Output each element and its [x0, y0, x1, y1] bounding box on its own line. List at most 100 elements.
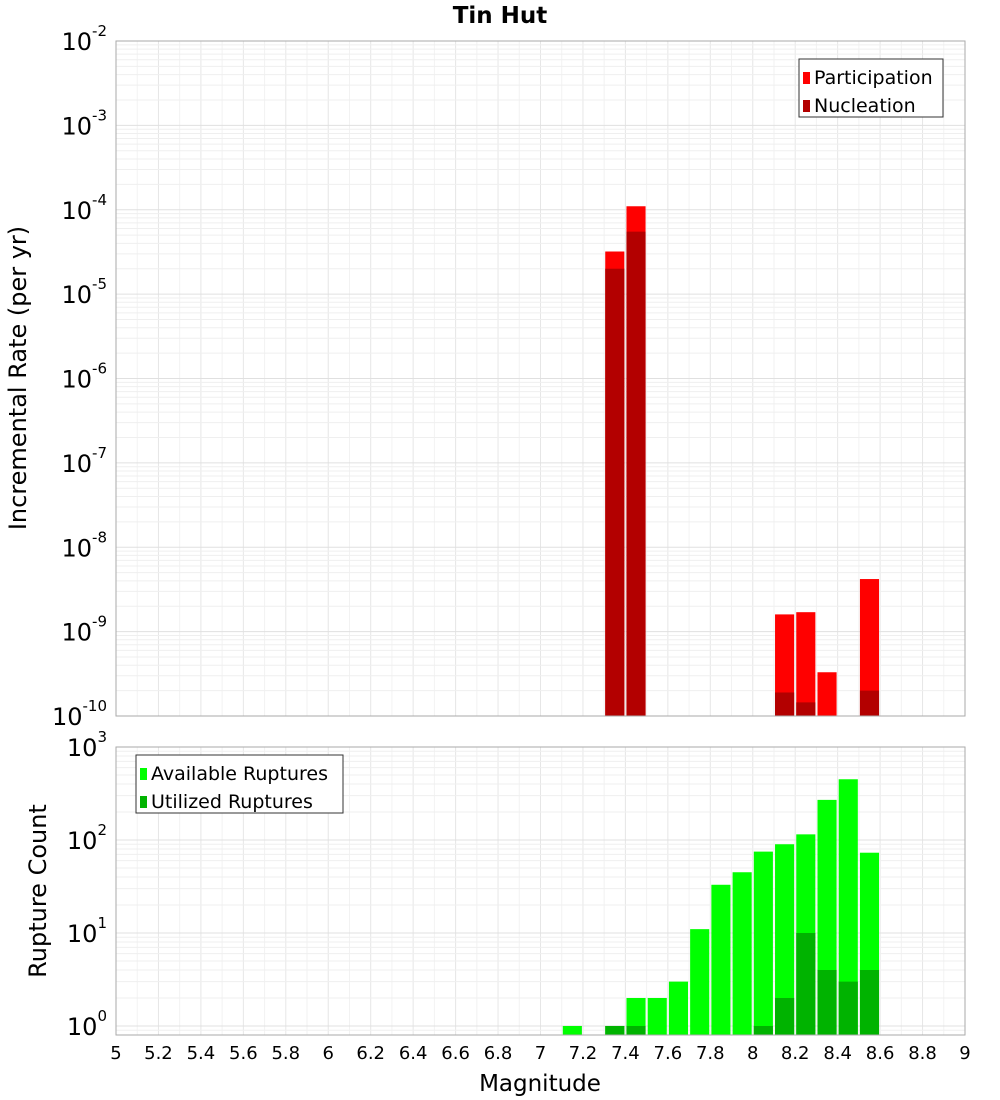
- top-grid: [115, 41, 966, 717]
- y-tick-label: 10-4: [61, 191, 107, 225]
- chart-title: Tin Hut: [453, 3, 548, 29]
- x-tick-label: 6.6: [441, 1043, 470, 1064]
- bar-utilized-ruptures: [817, 969, 837, 1035]
- y-tick-exponent: -6: [92, 360, 107, 378]
- y-tick-exponent: -5: [92, 275, 107, 293]
- x-tick-label: 5: [110, 1043, 121, 1064]
- y-tick-exponent: -2: [92, 22, 107, 40]
- bar-available-ruptures: [562, 1025, 582, 1035]
- x-tick-label: 7.6: [654, 1043, 683, 1064]
- bottom-y-axis-title: Rupture Count: [24, 804, 52, 978]
- y-tick-base: 10: [61, 28, 92, 56]
- x-tick-label: 8.2: [781, 1043, 810, 1064]
- y-tick-base: 10: [61, 281, 92, 309]
- bar-nucleation: [859, 690, 880, 716]
- bar-available-ruptures: [626, 997, 646, 1035]
- bottom-plot-border: [115, 746, 966, 1036]
- bar-utilized-ruptures: [605, 1025, 625, 1035]
- x-tick-label: 8.8: [908, 1043, 937, 1064]
- x-tick-label: 5.2: [144, 1043, 173, 1064]
- y-tick-label: 10-5: [61, 275, 107, 309]
- top-y-axis-title: Incremental Rate (per yr): [4, 226, 32, 530]
- bar-available-ruptures: [690, 929, 710, 1035]
- x-tick-label: 9: [959, 1043, 970, 1064]
- y-tick-exponent: 2: [97, 821, 107, 839]
- legend-box: [135, 754, 344, 814]
- y-tick-label: 103: [67, 728, 107, 762]
- bar-participation: [775, 614, 795, 716]
- y-tick-label: 10-3: [61, 106, 107, 140]
- y-tick-label: 102: [67, 821, 107, 855]
- y-tick-base: 10: [61, 197, 92, 225]
- top-legend: Participation Nucleation: [798, 58, 944, 118]
- bar-nucleation: [605, 268, 625, 716]
- legend-swatch: [140, 796, 147, 808]
- y-tick-exponent: -10: [83, 697, 108, 715]
- y-tick-exponent: 0: [97, 1007, 107, 1025]
- bar-available-ruptures: [838, 779, 858, 1035]
- bar-utilized-ruptures: [753, 1025, 773, 1035]
- bar-utilized-ruptures: [775, 997, 795, 1035]
- bar-participation: [817, 672, 837, 716]
- legend-swatch: [803, 100, 810, 112]
- y-tick-label: 101: [67, 914, 107, 948]
- y-tick-exponent: 3: [97, 728, 107, 746]
- bar-nucleation: [796, 702, 816, 716]
- legend-label: Available Ruptures: [151, 763, 328, 785]
- bar-participation: [859, 579, 880, 716]
- bar-utilized-ruptures: [796, 932, 816, 1035]
- legend-swatch: [803, 72, 810, 84]
- bottom-legend: Available Ruptures Utilized Ruptures: [135, 754, 344, 814]
- y-tick-label: 100: [67, 1007, 107, 1041]
- bar-participation: [796, 612, 816, 716]
- x-tick-label: 6.2: [356, 1043, 385, 1064]
- top-plot-border: [115, 40, 966, 717]
- y-tick-base: 10: [61, 450, 92, 478]
- y-tick-exponent: -8: [92, 528, 107, 546]
- x-tick-label: 6.4: [399, 1043, 428, 1064]
- x-tick-label: 7.8: [696, 1043, 725, 1064]
- legend-box: [798, 58, 944, 118]
- legend-label: Utilized Ruptures: [151, 791, 313, 813]
- x-tick-label: 6: [323, 1043, 334, 1064]
- x-tick-label: 5.6: [229, 1043, 258, 1064]
- y-tick-label: 10-10: [52, 697, 107, 731]
- y-tick-label: 10-7: [61, 444, 107, 478]
- y-tick-base: 10: [67, 734, 98, 762]
- x-tick-label: 7.4: [611, 1043, 640, 1064]
- y-tick-base: 10: [67, 1013, 98, 1041]
- bar-available-ruptures: [732, 872, 752, 1035]
- y-tick-base: 10: [61, 534, 92, 562]
- x-tick-label: 8.6: [866, 1043, 895, 1064]
- y-tick-label: 10-2: [61, 22, 107, 56]
- y-tick-label: 10-8: [61, 528, 107, 562]
- bar-available-ruptures: [647, 997, 667, 1035]
- x-tick-label: 5.4: [187, 1043, 216, 1064]
- x-tick-label: 7: [535, 1043, 546, 1064]
- top-y-tick-labels: 10-210-310-410-510-610-710-810-910-10: [52, 22, 107, 731]
- y-tick-label: 10-6: [61, 360, 107, 394]
- x-tick-label: 8.4: [823, 1043, 852, 1064]
- x-axis-title: Magnitude: [479, 1071, 601, 1097]
- legend-label: Nucleation: [814, 95, 916, 117]
- y-tick-base: 10: [61, 366, 92, 394]
- y-tick-exponent: -7: [92, 444, 107, 462]
- legend-swatch: [140, 768, 147, 780]
- y-tick-label: 10-9: [61, 613, 107, 647]
- participation-rate-panel: 10-210-310-410-510-610-710-810-910-10 In…: [4, 22, 966, 731]
- bar-nucleation: [775, 692, 795, 716]
- bar-nucleation: [626, 231, 646, 716]
- legend-label: Participation: [814, 67, 933, 89]
- bar-available-ruptures: [711, 884, 731, 1035]
- x-tick-labels: 5 5.2 5.4 5.6 5.8 6 6.2 6.4 6.6 6.8 7 7.2 7.4 7.6 7.8 8…: [110, 1043, 970, 1064]
- bar-utilized-ruptures: [859, 969, 880, 1035]
- x-tick-label: 8: [747, 1043, 758, 1064]
- y-tick-exponent: -9: [92, 613, 107, 631]
- y-tick-base: 10: [67, 920, 98, 948]
- bar-utilized-ruptures: [626, 1025, 646, 1035]
- bar-available-ruptures: [668, 981, 689, 1035]
- x-tick-label: 6.8: [484, 1043, 513, 1064]
